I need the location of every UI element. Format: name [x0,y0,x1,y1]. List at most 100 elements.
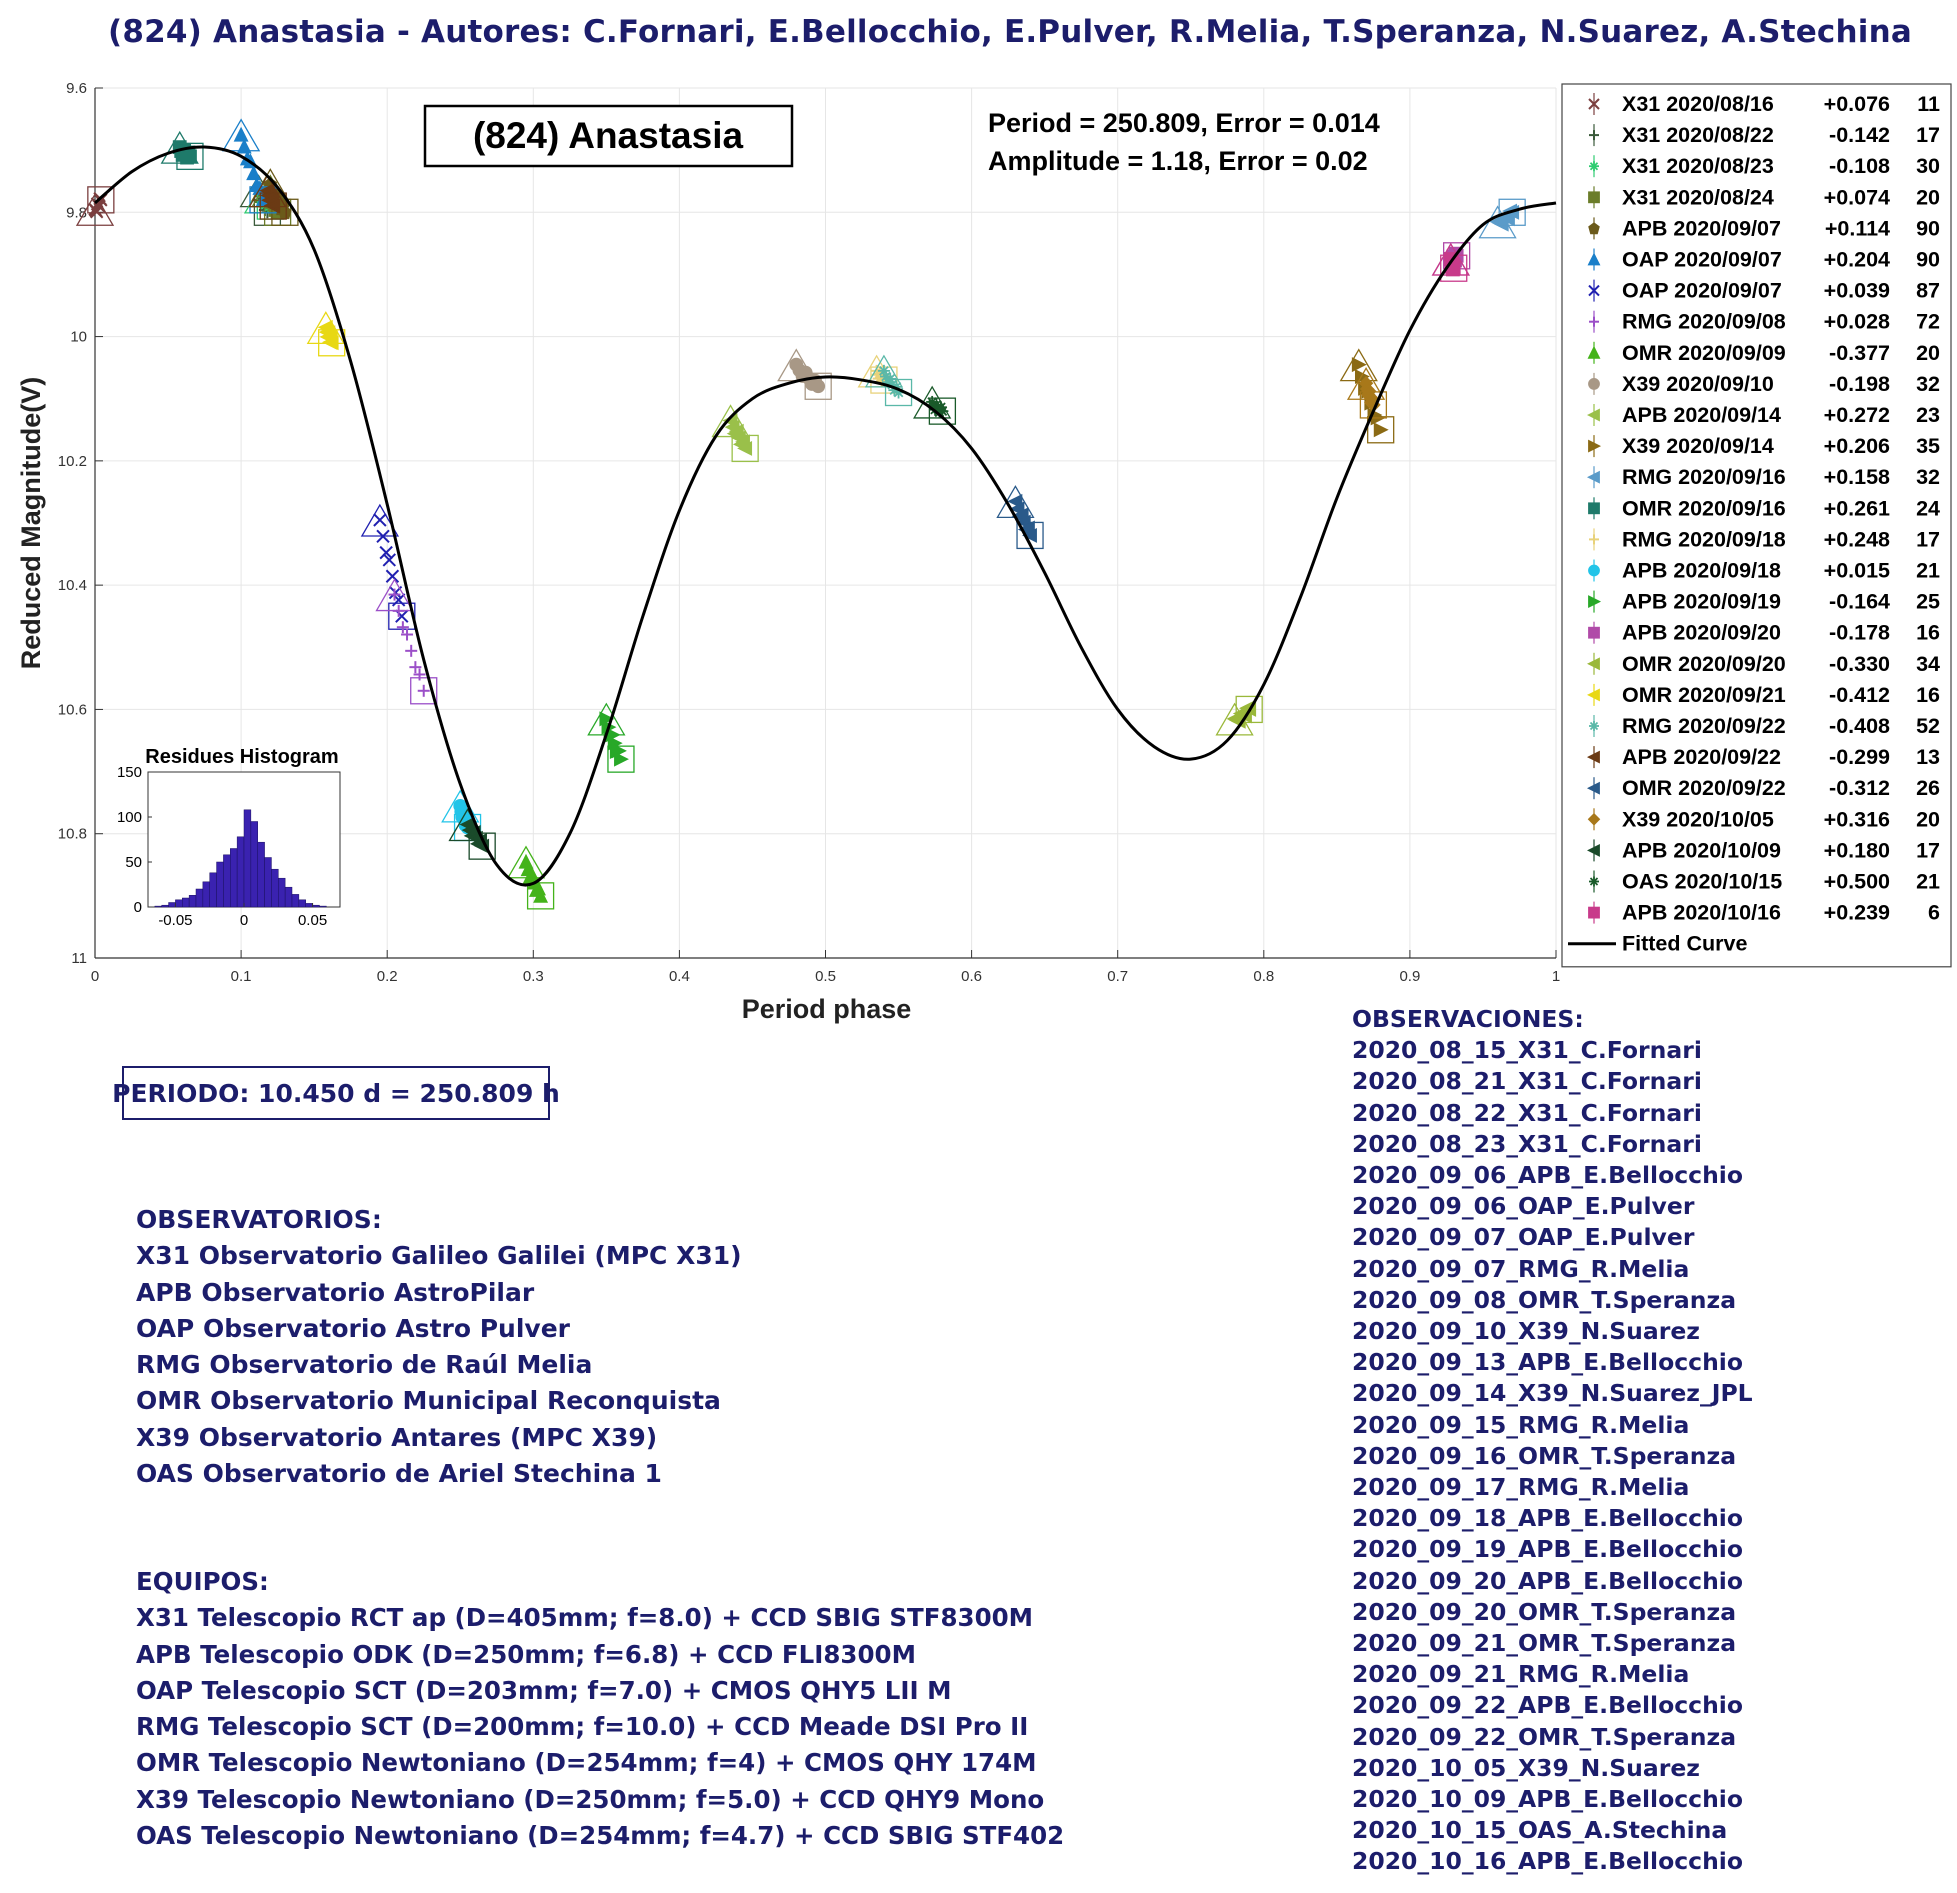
histogram-bar [223,854,231,908]
legend-count: 32 [1916,372,1940,396]
observatorio-line: OMR Observatorio Municipal Reconquista [136,1386,721,1416]
observacion-line: 2020_08_21_X31_C.Fornari [1352,1067,1702,1096]
legend-label: X31 2020/08/24 [1622,185,1774,209]
observacion-line: 2020_09_20_APB_E.Bellocchio [1352,1566,1744,1595]
histogram-bar [236,836,245,908]
equipo-line: X31 Telescopio RCT ap (D=405mm; f=8.0) +… [136,1603,1034,1633]
legend-entry: OAS 2020/10/15 +0.500 21 [1589,870,1940,894]
equipo-line: OMR Telescopio Newtoniano (D=254mm; f=4)… [136,1748,1037,1778]
legend-offset: +0.076 [1824,92,1890,116]
session-end-marker [526,882,555,910]
legend-count: 17 [1916,527,1940,551]
equipo-line: RMG Telescopio SCT (D=200mm; f=10.0) + C… [136,1712,1029,1742]
legend-count: 6 [1928,901,1940,925]
session-start-marker [306,311,345,345]
data-point [278,205,292,220]
x-tick-label: 0.1 [231,968,252,985]
legend-count: 13 [1916,745,1940,769]
data-point [1586,657,1600,671]
session-end-marker [410,677,438,705]
data-point [931,399,942,410]
data-point [233,126,249,142]
legend-entry: X39 2020/10/05 +0.316 20 [1587,807,1940,831]
histogram-bar [291,894,300,908]
chart-title: (824) Anastasia [473,115,744,156]
legend-label: RMG 2020/09/16 [1622,465,1786,489]
legend-count: 26 [1916,776,1940,800]
legend-label: X31 2020/08/16 [1622,92,1774,116]
equipo-line: OAS Telescopio Newtoniano (D=254mm; f=4.… [136,1821,1065,1851]
x-tick-label: 0.8 [1253,968,1274,985]
observatorio-line: APB Observatorio AstroPilar [136,1277,535,1307]
legend-count: 34 [1916,652,1940,676]
histogram-bar [168,902,176,908]
data-point [1373,422,1389,438]
session-end-marker [468,832,496,860]
legend-count: 17 [1916,123,1940,147]
data-point [373,513,387,527]
legend: X31 2020/08/16 +0.076 11 X31 2020/08/22 -0.1… [1561,83,1952,968]
observacion-line: 2020_09_22_APB_E.Bellocchio [1352,1691,1744,1720]
observacion-line: 2020_10_16_APB_E.Bellocchio [1352,1847,1744,1876]
legend-offset: +0.039 [1824,279,1890,303]
session-end-marker [1498,198,1526,226]
y-tick-label: 10.6 [58,701,87,718]
equipo-line: OAP Telescopio SCT (D=203mm; f=7.0) + CM… [136,1675,952,1705]
histogram-bar [312,904,320,908]
legend-count: 90 [1916,216,1940,240]
legend-entry: OAP 2020/09/07 +0.204 90 [1587,248,1940,272]
legend-offset: -0.330 [1829,652,1890,676]
legend-offset: +0.015 [1824,559,1890,583]
histogram-bar [298,899,306,908]
y-axis-label: Reduced Magnitude(V) [16,377,46,670]
legend-offset: -0.299 [1829,745,1890,769]
x-tick-label: 0.2 [377,968,398,985]
observacion-line: 2020_10_05_X39_N.Suarez [1352,1753,1700,1782]
legend-label: X39 2020/09/14 [1622,434,1774,458]
data-point [1351,357,1367,373]
y-tick-label: 10.4 [58,577,87,594]
observatorios-list: OBSERVATORIOS: X31 Observatorio Galileo G… [136,1202,742,1492]
legend-offset: +0.114 [1825,216,1890,240]
legend-offset: +0.239 [1824,901,1890,925]
observacion-line: 2020_10_09_APB_E.Bellocchio [1352,1785,1744,1814]
legend-label: APB 2020/09/20 [1622,621,1781,645]
data-point [391,593,406,607]
data-series [375,578,438,705]
histogram-bar [230,848,238,908]
data-point [737,440,753,456]
residues-histogram: Residues Histogram -0.05 0 0.05 0 50 100 150 [117,746,341,929]
period-annotation: Period = 250.809, Error = 0.014 [988,108,1380,138]
legend-label: OAP 2020/09/07 [1622,248,1782,272]
legend-label: OMR 2020/09/22 [1622,776,1786,800]
data-point [1586,408,1600,422]
observacion-line: 2020_09_07_OAP_E.Pulver [1352,1223,1695,1252]
legend-offset: +0.204 [1824,248,1890,272]
histogram-bar [202,881,210,908]
histogram-bar [188,895,197,908]
observacion-line: 2020_09_07_RMG_R.Melia [1352,1254,1690,1283]
data-point [936,402,946,413]
legend-entry: OMR 2020/09/09 -0.377 20 [1587,341,1940,365]
data-point [1588,595,1602,609]
legend-offset: -0.377 [1829,341,1890,365]
observacion-line: 2020_09_16_OMR_T.Speranza [1352,1441,1737,1470]
histogram-x-tick-label: -0.05 [158,912,192,929]
data-point [1588,222,1600,235]
legend-count: 24 [1916,496,1940,520]
data-series [306,311,346,357]
data-point [1587,813,1601,826]
legend-label: OMR 2020/09/09 [1622,341,1786,365]
legend-count: 25 [1916,590,1940,614]
histogram-x-tick-label: 0 [240,912,248,929]
legend-offset: -0.312 [1829,776,1890,800]
data-point [1586,688,1600,702]
legend-entry: APB 2020/10/09 +0.180 17 [1586,838,1940,862]
x-tick-label: 0.3 [523,968,544,985]
legend-offset: +0.158 [1824,465,1890,489]
legend-entry: APB 2020/09/20 -0.178 16 [1588,621,1940,645]
legend-count: 90 [1916,248,1940,272]
legend-label: APB 2020/09/07 [1622,216,1781,240]
observacion-line: 2020_09_21_RMG_R.Melia [1352,1660,1690,1689]
observacion-heading: OBSERVACIONES: [1352,1005,1584,1033]
